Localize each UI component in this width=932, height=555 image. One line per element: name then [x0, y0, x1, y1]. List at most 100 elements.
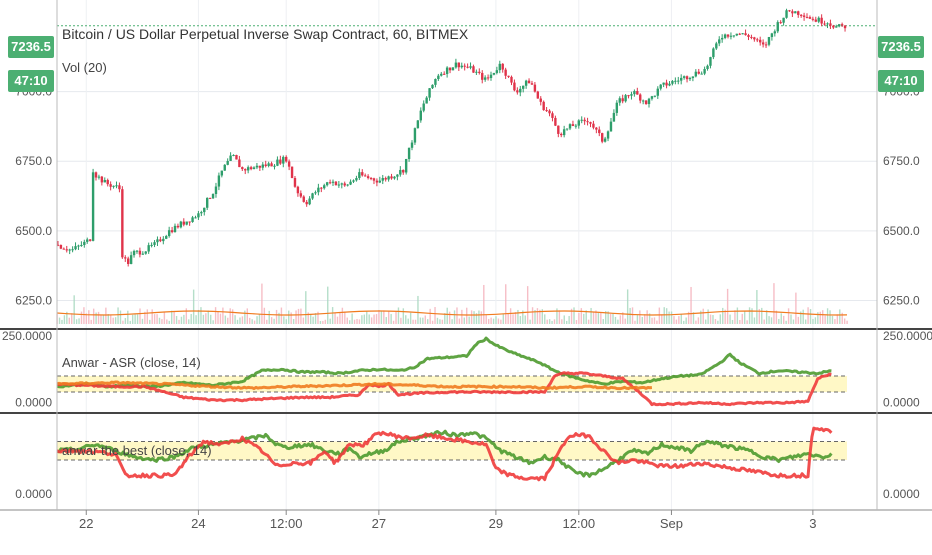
candle-body: [448, 67, 452, 71]
volume-bar: [624, 318, 626, 324]
candle-body: [703, 68, 706, 74]
volume-bar: [105, 307, 107, 324]
volume-bar: [127, 310, 129, 324]
volume-bar: [334, 313, 336, 324]
volume-bar: [656, 320, 658, 324]
volume-bar: [319, 320, 322, 324]
volume-bar: [261, 283, 263, 324]
candle-body: [56, 244, 60, 246]
volume-bar: [809, 309, 812, 324]
axis-tick-labels: 7000.07000.06750.06750.06500.06500.06250…: [2, 85, 932, 531]
candle-body: [369, 178, 373, 180]
candle-body: [753, 37, 756, 40]
candle-body: [729, 35, 733, 37]
candle-body: [185, 221, 188, 225]
candle-body: [121, 189, 124, 258]
volume-bar: [153, 314, 156, 324]
volume-bar: [546, 319, 548, 324]
volume-bar: [802, 309, 804, 324]
volume-bar: [351, 313, 353, 324]
volume-bar: [66, 311, 68, 324]
indicator-tick-label-right: 250.0000: [883, 329, 932, 343]
candle-body: [627, 95, 630, 97]
volume-bar: [249, 317, 251, 324]
best-pane[interactable]: [57, 415, 877, 509]
volume-bar: [263, 307, 266, 324]
candle-body: [276, 159, 279, 166]
candle-body: [799, 14, 803, 16]
volume-bar: [90, 319, 92, 324]
candle-body: [203, 207, 206, 213]
volume-bar: [726, 288, 729, 324]
volume-bar: [704, 319, 707, 324]
candle-body: [328, 182, 332, 184]
volume-bar: [309, 314, 312, 324]
volume-bar: [205, 313, 207, 324]
volume-bar: [548, 319, 551, 324]
volume-bar: [734, 310, 736, 324]
volume-bar: [675, 319, 678, 324]
volume-bar: [170, 310, 173, 324]
candle-body: [498, 63, 501, 71]
volume-bar: [668, 311, 670, 324]
volume-bar: [402, 308, 405, 324]
candle-body: [246, 167, 250, 171]
candle-body: [820, 17, 823, 24]
volume-bar: [629, 307, 631, 324]
candle-body: [671, 80, 674, 84]
volume-bar: [714, 319, 717, 324]
candle-body: [603, 138, 607, 142]
volume-bar: [270, 317, 273, 324]
candle-body: [284, 156, 288, 162]
candle-body: [363, 175, 367, 177]
volume-bar: [380, 310, 383, 324]
candle-body: [791, 11, 794, 14]
candle-body: [372, 178, 376, 181]
volume-bar: [124, 317, 127, 324]
volume-bar: [363, 314, 366, 324]
volume-bar: [678, 316, 680, 324]
candle-body: [797, 11, 800, 15]
candle-body: [410, 142, 414, 148]
indicator-series-line: [56, 336, 832, 389]
volume-bar: [58, 317, 61, 324]
candle-body: [744, 33, 747, 36]
volume-bar: [597, 312, 600, 324]
candle-body: [551, 113, 554, 118]
volume-bar: [765, 310, 768, 324]
candle-body: [548, 110, 551, 114]
candle-body: [606, 131, 610, 139]
volume-bar: [770, 317, 773, 324]
volume-bar: [526, 286, 529, 324]
candle-body: [600, 133, 604, 142]
volume-bar: [595, 310, 597, 324]
volume-bar: [831, 315, 834, 324]
volume-bar: [424, 315, 426, 324]
volume-bar: [329, 318, 331, 324]
indicator-tick-label-left: 0.0000: [15, 487, 52, 501]
volume-bar: [222, 307, 224, 324]
volume-bar: [188, 319, 190, 324]
volume-bar: [722, 307, 724, 324]
volume-bar: [292, 319, 295, 324]
candle-body: [320, 187, 323, 189]
candle-body: [709, 57, 712, 66]
candle-body: [352, 180, 355, 182]
volume-bar: [795, 292, 797, 324]
x-tick-label: 22: [79, 516, 93, 531]
candle-body: [489, 74, 493, 78]
candle-body: [144, 251, 147, 254]
price-pane[interactable]: [57, 0, 877, 328]
volume-bar: [665, 308, 668, 324]
candle-body: [440, 73, 443, 76]
candle-body: [150, 244, 153, 246]
candle-body: [794, 11, 797, 14]
volume-bar: [131, 314, 134, 324]
candle-body: [188, 221, 191, 223]
candle-body: [220, 170, 224, 176]
candle-body: [653, 95, 657, 97]
volume-bar: [495, 316, 497, 324]
volume-bar: [327, 286, 329, 324]
candle-body: [767, 37, 771, 45]
candle-body: [832, 25, 835, 28]
